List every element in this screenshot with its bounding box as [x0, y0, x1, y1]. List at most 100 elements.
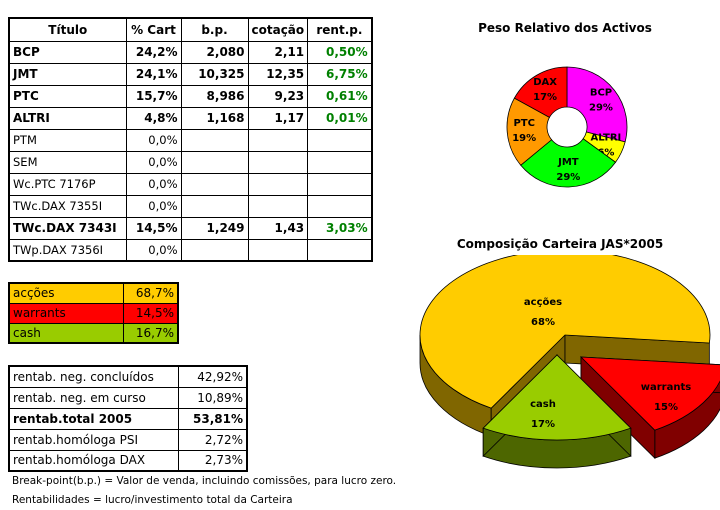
table-row: ALTRI 4,8% 1,168 1,17 0,01%	[8, 106, 373, 130]
allocation-row: cash 16,7%	[8, 322, 179, 344]
cell-bp	[180, 172, 249, 196]
summary-row: rentab.homóloga DAX 2,73%	[8, 449, 248, 472]
table-row: TWp.DAX 7356I 0,0%	[8, 238, 373, 262]
table-row: TWc.DAX 7355I 0,0%	[8, 194, 373, 218]
cell-cart: 0,0%	[125, 150, 182, 174]
pie-slice-label: acções	[524, 297, 562, 308]
allocation-table: acções 68,7% warrants 14,5% cash 16,7%	[8, 282, 179, 344]
cell-rent: 0,50%	[307, 40, 373, 64]
pie-slice-label: warrants	[641, 382, 691, 393]
pie-slice-label: cash	[530, 399, 556, 410]
cell-titulo: TWp.DAX 7356I	[8, 238, 127, 262]
cell-cotacao: 1,17	[247, 106, 309, 130]
cell-rent	[307, 238, 373, 262]
donut-slice-percent: 19%	[512, 133, 536, 144]
table-row: BCP 24,2% 2,080 2,11 0,50%	[8, 40, 373, 64]
donut-slice-percent: 29%	[589, 103, 613, 114]
donut-slice-percent: 17%	[533, 92, 557, 103]
cell-cotacao	[247, 238, 309, 262]
pie-chart-title: Composição Carteira JAS*2005	[456, 237, 664, 251]
cell-cotacao: 9,23	[247, 84, 309, 108]
donut-slice-percent: 6%	[597, 147, 614, 158]
donut-chart: BCP 29% ALTRI 6% JMT 29% PTC 19% DAX 17%	[506, 66, 628, 188]
cell-rent: 6,75%	[307, 62, 373, 86]
allocation-row: acções 68,7%	[8, 282, 179, 304]
cell-titulo: PTC	[8, 84, 127, 108]
donut-slice-ptc	[506, 97, 553, 166]
table-row: Wc.PTC 7176P 0,0%	[8, 172, 373, 196]
cell-rent	[307, 172, 373, 196]
summary-value: 42,92%	[177, 365, 248, 388]
table-row: PTC 15,7% 8,986 9,23 0,61%	[8, 84, 373, 108]
summary-label: rentab.homóloga DAX	[8, 449, 179, 472]
header-bp: b.p.	[180, 17, 249, 42]
pie-slice-warrants	[579, 356, 720, 431]
cell-cart: 0,0%	[125, 172, 182, 196]
summary-label: rentab. neg. concluídos	[8, 365, 179, 388]
summary-value: 53,81%	[177, 407, 248, 430]
allocation-value: 16,7%	[122, 322, 179, 344]
cell-cotacao: 2,11	[247, 40, 309, 64]
donut-slice-label: DAX	[533, 77, 557, 88]
donut-slice-label: PTC	[513, 118, 535, 129]
pie-slice-cash	[482, 354, 632, 441]
note-rentabilidades: Rentabilidades = lucro/investimento tota…	[12, 494, 293, 506]
cell-titulo: PTM	[8, 128, 127, 152]
cell-cart: 0,0%	[125, 128, 182, 152]
cell-bp	[180, 128, 249, 152]
pie-slice-percent: 15%	[654, 402, 678, 413]
cell-titulo: TWc.DAX 7355I	[8, 194, 127, 218]
summary-label: rentab.homóloga PSI	[8, 428, 179, 451]
cell-bp	[180, 238, 249, 262]
cell-titulo: JMT	[8, 62, 127, 86]
cell-titulo: SEM	[8, 150, 127, 174]
cell-rent	[307, 128, 373, 152]
summary-value: 10,89%	[177, 386, 248, 409]
header-rent: rent.p.	[307, 17, 373, 42]
cell-cart: 4,8%	[125, 106, 182, 130]
pie-slice-percent: 17%	[531, 419, 555, 430]
header-cart: % Cart	[125, 17, 182, 42]
table-row: TWc.DAX 7343I 14,5% 1,249 1,43 3,03%	[8, 216, 373, 240]
donut-slice-label: BCP	[590, 88, 612, 99]
cell-bp: 1,249	[180, 216, 249, 240]
cell-bp	[180, 194, 249, 218]
cell-cart: 24,1%	[125, 62, 182, 86]
cell-rent: 0,01%	[307, 106, 373, 130]
donut-slice-bcp	[566, 66, 628, 143]
portfolio-table: Título % Cart b.p. cotação rent.p. BCP 24…	[8, 17, 373, 262]
donut-chart-title: Peso Relativo dos Activos	[478, 21, 652, 35]
cell-cotacao: 1,43	[247, 216, 309, 240]
cell-cart: 14,5%	[125, 216, 182, 240]
cell-titulo: BCP	[8, 40, 127, 64]
pie-slice-percent: 68%	[531, 317, 555, 328]
donut-slice-jmt	[520, 138, 617, 188]
summary-value: 2,73%	[177, 449, 248, 472]
note-breakpoint: Break-point(b.p.) = Valor de venda, incl…	[12, 475, 397, 487]
cell-rent: 3,03%	[307, 216, 373, 240]
cell-rent	[307, 150, 373, 174]
cell-cotacao	[247, 194, 309, 218]
cell-cotacao	[247, 150, 309, 174]
summary-label: rentab. neg. em curso	[8, 386, 179, 409]
allocation-value: 14,5%	[122, 302, 179, 324]
cell-titulo: Wc.PTC 7176P	[8, 172, 127, 196]
cell-cart: 15,7%	[125, 84, 182, 108]
pie-3d-chart: acções 68% warrants 15% cash 17%	[419, 255, 720, 469]
donut-slice-percent: 29%	[556, 172, 580, 183]
cell-bp: 2,080	[180, 40, 249, 64]
returns-summary-table: rentab. neg. concluídos 42,92% rentab. neg…	[8, 365, 248, 472]
donut-slice-label: ALTRI	[591, 132, 622, 143]
header-cotacao: cotação	[247, 17, 309, 42]
cell-bp: 1,168	[180, 106, 249, 130]
summary-row: rentab. neg. concluídos 42,92%	[8, 365, 248, 388]
cell-cart: 24,2%	[125, 40, 182, 64]
cell-rent: 0,61%	[307, 84, 373, 108]
allocation-value: 68,7%	[122, 282, 179, 304]
donut-slice-dax	[513, 66, 568, 118]
allocation-label: cash	[8, 322, 124, 344]
cell-titulo: ALTRI	[8, 106, 127, 130]
cell-cotacao	[247, 128, 309, 152]
header-titulo: Título	[8, 17, 127, 42]
cell-titulo: TWc.DAX 7343I	[8, 216, 127, 240]
